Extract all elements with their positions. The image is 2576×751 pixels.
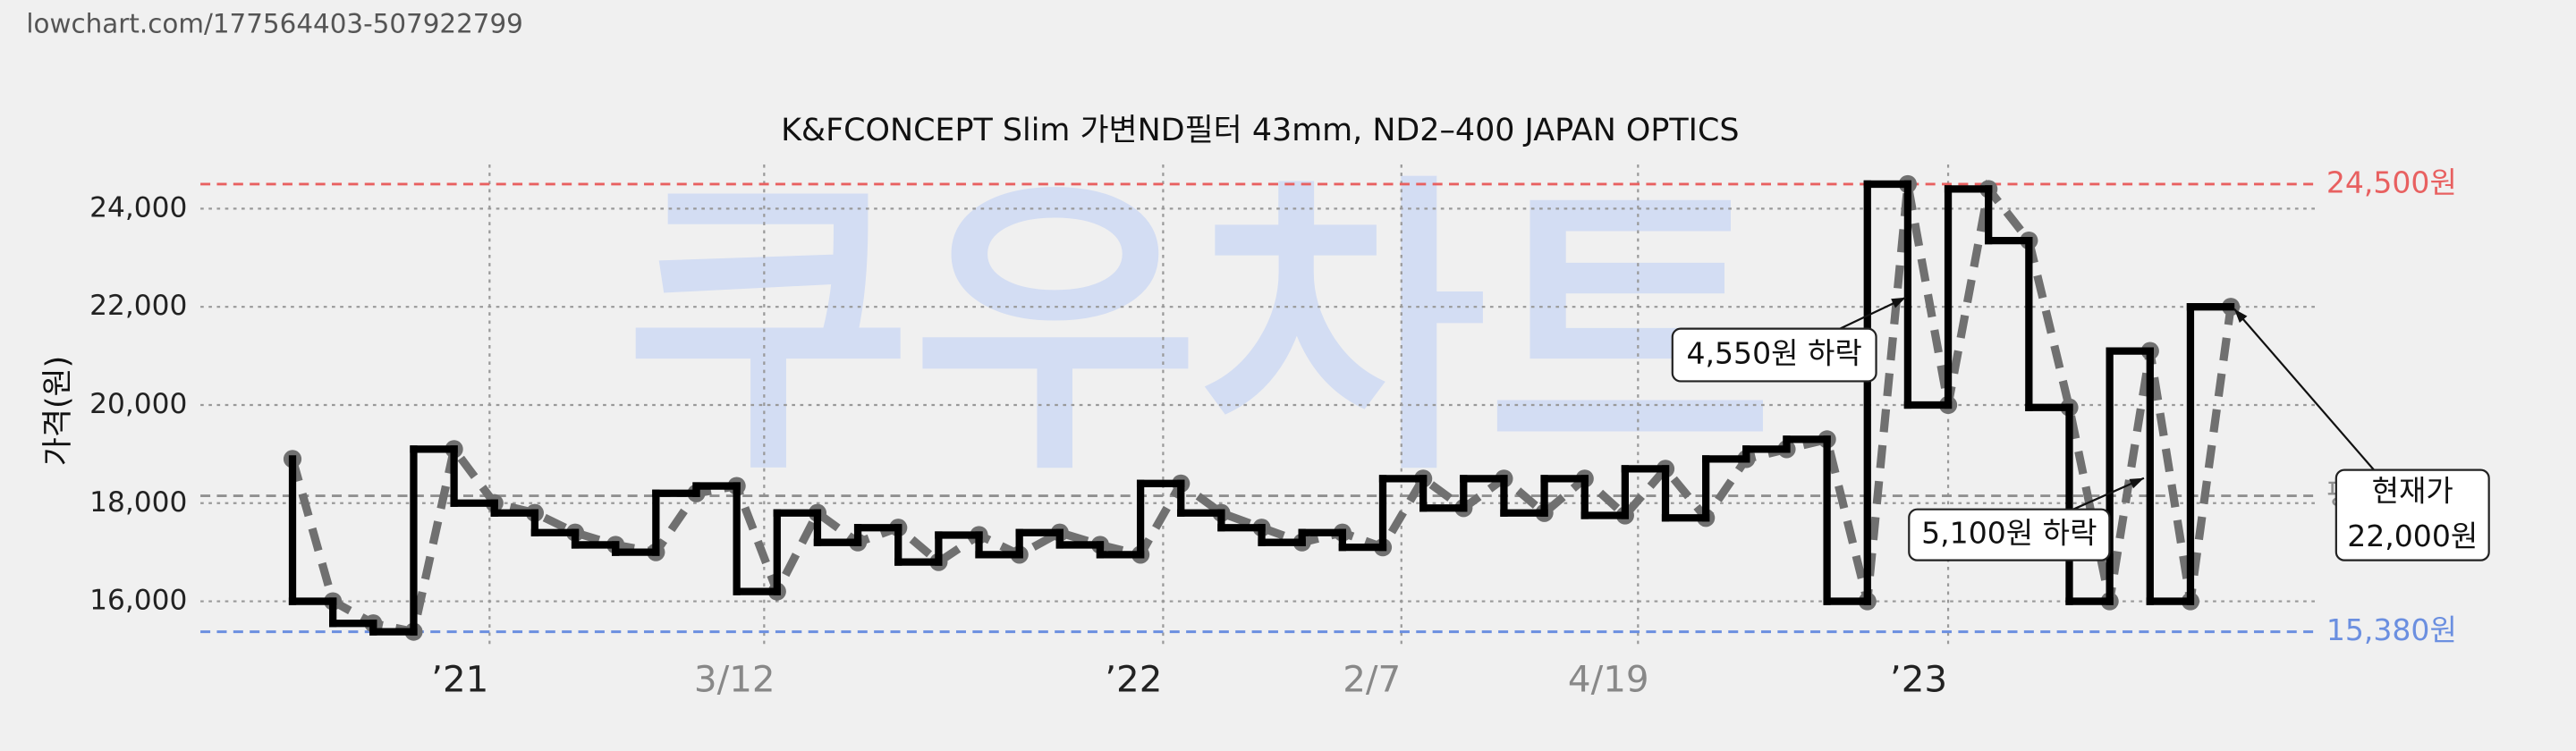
annotation-box — [1908, 508, 2111, 561]
annotation-text: 22,000원 — [2347, 519, 2478, 553]
y-tick-label: 18,000 — [89, 486, 187, 519]
x-tick-label: ’22 — [1105, 658, 1162, 701]
y-axis-label: 가격(원) — [40, 356, 76, 466]
x-tick-label: 4/19 — [1568, 658, 1649, 701]
y-tick-label: 16,000 — [89, 585, 187, 617]
page-header: lowchart.com/177564403-507922799 — [26, 8, 523, 38]
annotation-arrowhead — [2233, 308, 2248, 324]
annotation-text: 4,550원 하락 — [1687, 336, 1862, 371]
reference-label: 15,380원 — [2326, 612, 2457, 647]
annotation-text: 5,100원 하락 — [1921, 516, 2097, 551]
annotation-box — [1671, 327, 1877, 383]
x-tick-label: 3/12 — [694, 658, 775, 701]
annotation-arrowhead — [1891, 297, 1906, 308]
annotation-text: 현재가 — [2372, 473, 2453, 508]
x-tick-label: ’23 — [1890, 658, 1947, 701]
chart-title: K&FCONCEPT Slim 가변ND필터 43mm, ND2–400 JAP… — [781, 113, 1739, 148]
y-tick-label: 24,000 — [89, 191, 187, 224]
y-tick-label: 22,000 — [89, 290, 187, 322]
watermark: 쿠우차트 — [625, 150, 1774, 513]
annotation-box — [2334, 468, 2490, 561]
x-tick-label: 2/7 — [1343, 658, 1401, 701]
annotation-arrowhead — [2129, 477, 2144, 489]
y-tick-label: 20,000 — [89, 388, 187, 420]
x-tick-label: ’21 — [431, 658, 488, 701]
annotation-arrow — [2233, 308, 2375, 471]
reference-label: 24,500원 — [2326, 165, 2457, 199]
